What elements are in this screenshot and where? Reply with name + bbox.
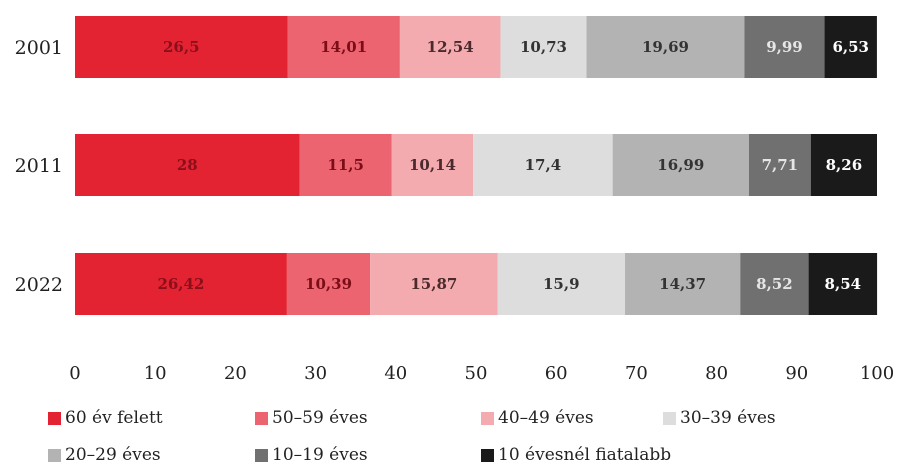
x-tick-label: 30 [304,363,327,384]
bar-segment [399,16,501,78]
data-label: 28 [177,156,198,174]
bar-segment [75,134,300,196]
data-label: 14,01 [320,38,367,56]
x-tick-label: 10 [144,363,167,384]
bar-segment [824,16,877,78]
legend-label: 60 év felett [65,408,163,428]
legend-item: 10–19 éves [255,445,368,465]
bar-segment [748,134,811,196]
legend-label: 30–39 éves [680,408,776,428]
category-label: 2011 [15,155,63,177]
data-label: 10,73 [520,38,567,56]
data-label: 10,39 [305,275,352,293]
legend-swatch [663,411,676,425]
legend-label: 10 évesnél fiatalabb [498,445,672,465]
bar-segment [497,253,626,315]
data-label: 26,5 [163,38,200,56]
bar-segment [75,253,287,315]
legend-item: 40–49 éves [481,408,594,428]
data-label: 8,26 [826,156,863,174]
data-label: 17,4 [525,156,562,174]
x-tick-label: 50 [465,363,488,384]
legend-swatch [255,411,268,425]
x-tick-label: 0 [69,363,80,384]
category-label: 2022 [15,274,63,296]
stacked-bar-chart: 2001 2011 2022 26,5 14,01 12,54 10,73 19,69 9,9… [15,16,894,384]
legend-label: 20–29 éves [65,445,161,465]
legend-item: 60 év felett [48,408,163,428]
data-label: 16,99 [657,156,704,174]
data-label: 10,14 [409,156,456,174]
x-tick-label: 70 [625,363,648,384]
legend-swatch [48,448,61,462]
data-label: 11,5 [327,156,364,174]
legend-label: 10–19 éves [272,445,368,465]
x-tick-label: 20 [224,363,247,384]
data-label: 8,54 [825,275,862,293]
legend-swatch [255,448,268,462]
x-tick-label: 90 [785,363,808,384]
bar-segment [75,16,288,78]
data-label: 15,9 [543,275,580,293]
bar-segment [299,134,392,196]
data-label: 9,99 [766,38,803,56]
data-label: 26,42 [157,275,204,293]
legend-label: 50–59 éves [272,408,368,428]
bar-segment [612,134,749,196]
bar-segment [286,253,371,315]
bar-segment [391,134,474,196]
legend-item: 10 évesnél fiatalabb [481,445,671,465]
x-tick-label: 60 [545,363,568,384]
bar-segment [740,253,809,315]
data-label: 6,53 [832,38,869,56]
legend-label: 40–49 éves [498,408,594,428]
x-tick-label: 100 [860,363,894,384]
legend-swatch [481,411,494,425]
legend-item: 20–29 éves [48,445,161,465]
x-tick-label: 80 [705,363,728,384]
bar-segment [810,134,877,196]
bar-segment [500,16,587,78]
bar-segment [808,253,878,315]
bar-segment [586,16,745,78]
data-label: 19,69 [642,38,689,56]
legend-swatch [48,411,61,425]
category-label: 2001 [15,37,63,59]
bar-segment [744,16,825,78]
legend-item: 30–39 éves [663,408,776,428]
x-tick-label: 40 [384,363,407,384]
data-label: 14,37 [659,275,706,293]
bar-segment [625,253,741,315]
data-label: 15,87 [410,275,457,293]
data-label: 12,54 [427,38,474,56]
data-label: 7,71 [762,156,799,174]
bar-segment [473,134,613,196]
data-label: 8,52 [756,275,793,293]
bar-segment [287,16,400,78]
legend-swatch [481,448,494,462]
bar-segment [370,253,498,315]
legend-item: 50–59 éves [255,408,368,428]
